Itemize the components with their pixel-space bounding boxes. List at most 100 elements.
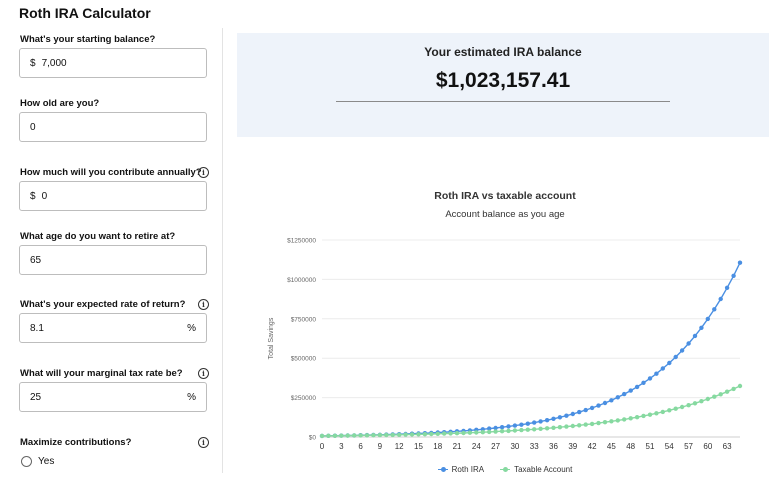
tax-rate-input[interactable]: 25 % — [19, 382, 207, 412]
data-point — [570, 423, 575, 429]
data-point — [525, 421, 530, 426]
info-icon[interactable]: i — [198, 167, 209, 178]
info-icon[interactable]: i — [198, 368, 209, 379]
data-point — [602, 400, 608, 406]
data-point — [641, 380, 646, 385]
data-point — [731, 273, 736, 278]
y-tick-label: $0 — [309, 435, 317, 442]
data-point — [583, 422, 588, 427]
data-point — [589, 421, 595, 427]
annual-contribution-input[interactable]: $ 0 — [19, 181, 207, 211]
x-tick-label: 33 — [530, 442, 539, 451]
series-line-1 — [321, 385, 741, 437]
data-point — [397, 432, 402, 437]
data-point — [493, 429, 498, 434]
data-point — [705, 316, 710, 322]
data-point — [596, 403, 601, 408]
info-icon[interactable]: i — [198, 299, 209, 310]
data-point — [544, 418, 550, 423]
result-card: Your estimated IRA balance $1,023,157.41 — [237, 33, 769, 137]
data-point — [692, 333, 698, 339]
x-tick-label: 6 — [358, 442, 363, 451]
data-point — [512, 428, 518, 433]
data-point — [551, 416, 556, 421]
data-point — [564, 424, 569, 429]
x-tick-label: 15 — [414, 442, 423, 451]
data-point — [686, 341, 691, 346]
x-tick-label: 9 — [378, 442, 383, 451]
dollar-prefix: $ — [30, 57, 36, 69]
x-tick-label: 57 — [684, 442, 693, 451]
data-point — [602, 420, 608, 425]
data-point — [570, 411, 575, 417]
data-point — [352, 433, 357, 438]
x-tick-label: 54 — [665, 442, 674, 451]
age-value: 0 — [30, 121, 36, 133]
data-point — [654, 411, 659, 416]
data-point — [634, 384, 640, 390]
data-point — [564, 413, 569, 418]
legend-swatch-taxable — [500, 466, 511, 474]
starting-balance-input[interactable]: $ 7,000 — [19, 48, 207, 78]
tax-rate-label: What will your marginal tax rate be? — [20, 368, 183, 379]
data-point — [609, 419, 614, 424]
data-point — [641, 413, 646, 419]
data-point — [422, 432, 428, 437]
starting-balance-label: What's your starting balance? — [20, 34, 156, 45]
data-point — [737, 260, 743, 265]
data-point — [506, 428, 511, 434]
data-point — [435, 431, 440, 436]
data-point — [660, 366, 665, 371]
y-tick-label: $500000 — [291, 356, 317, 363]
data-point — [467, 430, 473, 435]
radio-button[interactable] — [21, 456, 32, 467]
starting-balance-value: 7,000 — [41, 57, 67, 69]
maximize-yes-option[interactable]: Yes — [21, 456, 54, 467]
data-point — [461, 430, 466, 436]
data-point — [390, 432, 395, 438]
data-point — [609, 398, 614, 403]
annual-contribution-label: How much will you contribute annually? — [20, 167, 202, 178]
data-point — [557, 425, 563, 430]
dollar-prefix: $ — [30, 190, 36, 202]
x-tick-label: 42 — [588, 442, 597, 451]
annual-contribution-value: 0 — [41, 190, 48, 202]
x-tick-label: 36 — [549, 442, 558, 451]
age-input[interactable]: 0 — [19, 112, 207, 142]
data-point — [493, 425, 498, 431]
data-point — [532, 420, 537, 425]
result-underline — [336, 101, 670, 102]
panel-divider — [222, 28, 223, 473]
x-tick-label: 63 — [723, 442, 732, 451]
info-icon[interactable]: i — [198, 437, 209, 448]
retire-age-value: 65 — [30, 254, 42, 266]
data-point — [538, 426, 543, 431]
data-point — [686, 403, 691, 408]
data-point — [416, 432, 421, 437]
data-point — [358, 433, 363, 438]
rate-of-return-input[interactable]: 8.1 % — [19, 313, 207, 343]
x-tick-label: 0 — [320, 442, 325, 451]
data-point — [403, 432, 408, 437]
data-point — [622, 417, 627, 422]
legend-item-roth[interactable]: Roth IRA — [437, 465, 484, 474]
x-tick-label: 51 — [646, 442, 655, 451]
data-point — [718, 392, 723, 397]
data-point — [519, 422, 524, 427]
data-point — [506, 424, 511, 429]
x-tick-label: 24 — [472, 442, 481, 451]
data-point — [724, 285, 730, 290]
data-point — [634, 415, 640, 420]
data-point — [628, 416, 633, 421]
legend-item-taxable[interactable]: Taxable Account — [500, 465, 572, 474]
retire-age-input[interactable]: 65 — [19, 245, 207, 275]
y-axis-label: Total Savings — [268, 317, 275, 359]
data-point — [319, 433, 325, 439]
data-point — [724, 389, 730, 394]
data-point — [647, 412, 653, 417]
data-point — [673, 354, 678, 360]
data-point — [487, 426, 492, 431]
data-point — [487, 429, 492, 435]
chart-subtitle: Account balance as you age — [445, 209, 565, 220]
data-point — [364, 433, 370, 438]
